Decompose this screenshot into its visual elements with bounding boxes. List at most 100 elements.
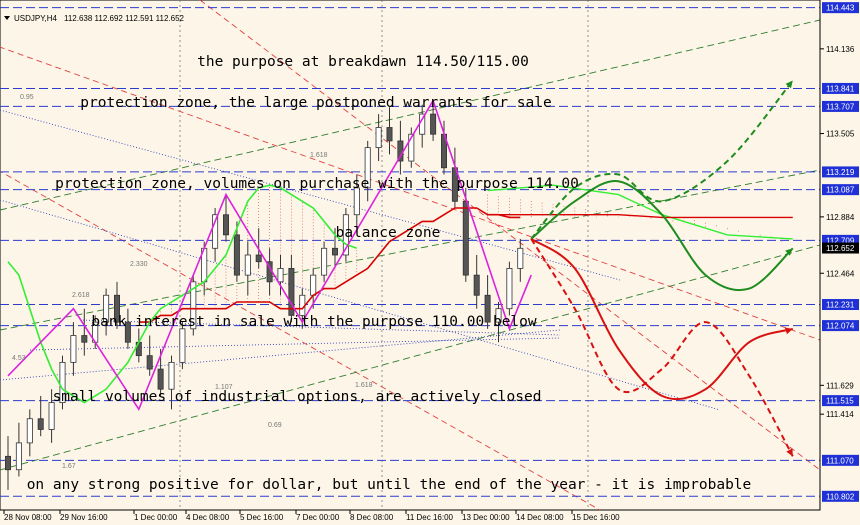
candle-body-44	[484, 294, 491, 323]
price-badge-14	[822, 395, 859, 407]
candle-body-29	[321, 247, 328, 276]
dropdown-triangle-icon[interactable]	[4, 16, 10, 20]
ohlc-label: 112.638 112.692 112.591 112.652	[64, 14, 185, 23]
candle-body-26	[288, 268, 295, 316]
trendline-10	[29, 337, 561, 351]
wave-lines	[7, 98, 532, 412]
tenkan-line	[7, 184, 358, 404]
candle-body-46	[506, 268, 513, 310]
price-tick-label-15: 111.414	[826, 410, 854, 419]
price-badge-label-12: 112.074	[826, 322, 855, 331]
fib-label-7: 1.67	[62, 463, 76, 470]
price-badge-2	[822, 82, 859, 94]
fib-label-2: 2.330	[130, 261, 148, 268]
price-tick-label-10: 112.464	[826, 269, 855, 278]
time-label-0: 28 Nov 08:00	[4, 513, 52, 522]
horizontal-levels	[0, 7, 820, 497]
forecast-projections	[530, 79, 794, 457]
arrow-green-solid	[785, 248, 793, 256]
projection-red-solid	[530, 238, 794, 401]
candle-body-45	[495, 308, 502, 323]
fib-label-5: 1.618	[355, 382, 373, 389]
time-label-2: 1 Dec 00:00	[134, 513, 178, 522]
candle-body-16	[179, 328, 186, 363]
candle-body-22	[244, 254, 251, 276]
price-tick-label-4: 113.505	[826, 130, 855, 139]
price-badge-9	[822, 242, 859, 254]
candle-body-3	[37, 418, 44, 430]
candle-body-11	[124, 321, 131, 343]
time-label-3: 4 Dec 08:00	[186, 513, 230, 522]
arrow-red-dashed	[786, 448, 793, 457]
time-label-10: 15 Dec 16:00	[572, 513, 620, 522]
trendline-5	[0, 244, 821, 471]
price-badge-label-8: 112.709	[826, 236, 855, 245]
candle-body-10	[114, 294, 121, 323]
fib-label-4: 4.53	[12, 355, 26, 362]
price-badge-11	[822, 299, 859, 311]
trendline-4	[0, 169, 821, 331]
price-badge-label-3: 113.707	[826, 102, 855, 111]
price-badge-label-11: 112.231	[826, 301, 855, 310]
price-badge-17	[822, 490, 859, 502]
candle-body-21	[233, 234, 240, 276]
future-span-a	[487, 184, 793, 240]
candle-body-15	[168, 361, 175, 390]
trendline-8	[0, 329, 561, 381]
price-badge-label-16: 111.070	[826, 456, 854, 465]
symbol-label: USDJPY,H4	[14, 14, 58, 23]
fib-label-8: 1.107	[215, 384, 233, 391]
price-badge-6	[822, 184, 859, 196]
kijun-line	[138, 207, 521, 323]
annotation-protection-purchase: protection zone, volumes on purchase wit…	[55, 176, 579, 192]
price-badge-label-9: 112.652	[826, 244, 855, 253]
price-tick-label-13: 111.629	[826, 381, 854, 390]
price-badge-16	[822, 454, 859, 466]
fib-label-3: 2.618	[72, 292, 90, 299]
trendline-2	[0, 170, 601, 511]
fib-label-1: 1.618	[310, 152, 328, 159]
candle-body-1	[15, 442, 22, 471]
candle-body-30	[331, 247, 338, 256]
candle-body-4	[48, 402, 55, 430]
annotation-breakdown-target: the purpose at breakdawn 114.50/115.00	[197, 54, 529, 70]
price-badge-label-2: 113.841	[826, 84, 855, 93]
annotation-layer: the purpose at breakdawn 114.50/115.00 p…	[27, 54, 752, 493]
future-span-b	[487, 213, 793, 219]
candle-body-47	[517, 247, 524, 269]
candle-body-25	[277, 268, 284, 283]
candle-body-7	[81, 335, 88, 343]
wave-line	[7, 98, 532, 412]
fib-labels: 0.95 1.618 2.330 2.618 4.53 1.618 0.69 1.67 1.10…	[12, 94, 373, 470]
projection-green-solid	[530, 180, 794, 292]
price-tick-label-1: 114.136	[826, 45, 855, 54]
candle-body-32	[353, 187, 360, 216]
annotation-protection-sale: protection zone, the large postponed war…	[80, 95, 551, 111]
candle-body-17	[190, 281, 197, 330]
time-label-6: 8 Dec 08:00	[350, 513, 394, 522]
candle-body-19	[212, 214, 219, 249]
price-tick-label-7: 112.884	[826, 213, 855, 222]
candle-body-33	[364, 147, 371, 189]
indicator-lines	[7, 184, 793, 404]
candle-body-37	[408, 133, 415, 162]
projection-red-dashed	[530, 238, 794, 457]
arrow-green-dashed	[785, 80, 793, 89]
price-badge-label-0: 114.443	[826, 4, 855, 13]
candle-body-43	[473, 274, 480, 296]
candle-body-2	[26, 418, 33, 444]
candle-body-14	[157, 368, 164, 390]
price-badge-5	[822, 166, 859, 178]
price-badge-8	[822, 234, 859, 246]
price-badge-3	[822, 100, 859, 112]
fib-label-6: 0.69	[268, 422, 282, 429]
candle-body-28	[310, 274, 317, 296]
trendline-6	[0, 109, 621, 281]
time-label-4: 5 Dec 16:00	[240, 513, 284, 522]
annotation-dollar-positive: on any strong positive for dollar, but u…	[27, 477, 752, 493]
price-badge-label-17: 110.802	[826, 492, 855, 501]
candle-body-34	[375, 127, 382, 149]
fib-label-0: 0.95	[20, 94, 34, 101]
price-badge-label-6: 113.087	[826, 186, 855, 195]
